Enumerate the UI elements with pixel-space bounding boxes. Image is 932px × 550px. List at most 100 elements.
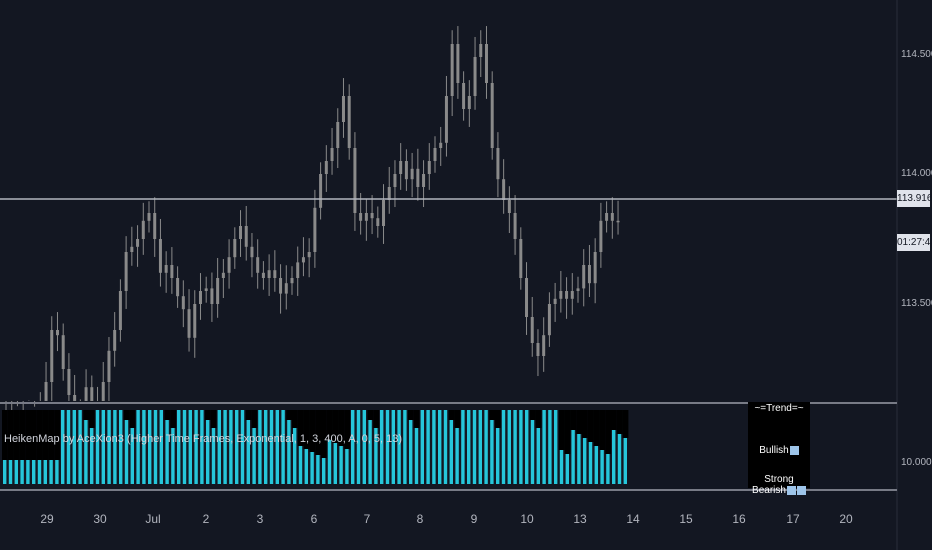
candle-body (570, 291, 574, 299)
indicator-title[interactable]: HeikenMap by AceXion3 (Higher Time Frame… (4, 433, 403, 445)
candle-body (553, 298, 557, 304)
candle-body (387, 187, 391, 200)
indicator-bar (339, 410, 343, 484)
candle-body (101, 382, 105, 401)
indicator-bar (380, 410, 384, 484)
candle-body (610, 213, 614, 221)
candle-body (170, 265, 174, 278)
indicator-bar (478, 410, 482, 484)
legend-bullish: Bullish (748, 445, 810, 456)
candle-body (67, 369, 71, 395)
indicator-bar (617, 410, 622, 484)
indicator-bar (612, 410, 616, 484)
indicator-bar (455, 410, 459, 484)
candle-body (496, 148, 500, 180)
candle-body (513, 213, 517, 239)
indicator-bar (484, 410, 488, 484)
candle-body (50, 330, 54, 382)
indicator-bar (583, 410, 587, 484)
indicator-bar (211, 410, 216, 484)
indicator-bear-block (570, 410, 577, 430)
candle-body (593, 252, 597, 284)
indicator-bar (548, 410, 552, 484)
indicator-bar (577, 410, 581, 484)
date-label-3: 3 (256, 512, 264, 526)
indicator-bar (159, 410, 163, 484)
indicator-bear-block (83, 410, 89, 420)
candle-body (319, 174, 323, 208)
date-label-8: 8 (416, 512, 424, 526)
candle-body (364, 213, 368, 221)
date-label-20: 20 (839, 512, 853, 526)
indicator-bar (171, 410, 175, 484)
candle-body (547, 304, 551, 336)
candle-body (193, 304, 197, 338)
indicator-bar (513, 410, 517, 484)
current-price-tag: 113.916 (897, 190, 932, 207)
indicator-bar (275, 410, 279, 484)
candle-body (410, 168, 414, 180)
indicator-bar (623, 410, 627, 484)
indicator-bar (78, 410, 82, 484)
indicator-bar (374, 410, 378, 484)
candle-body (525, 278, 529, 317)
indicator-bar (235, 410, 239, 484)
candle-body (467, 96, 471, 109)
bearish-emoji-icon (786, 485, 796, 495)
candle-body (61, 335, 65, 369)
indicator-bar (490, 410, 494, 484)
indicator-bar (90, 410, 94, 484)
candle-body (158, 239, 162, 273)
indicator-bar (536, 410, 540, 484)
indicator-bar (507, 410, 511, 484)
date-label-29: 29 (40, 512, 54, 526)
indicator-bear-block (164, 410, 171, 420)
candle-body (359, 213, 363, 221)
candle-body (399, 161, 403, 174)
candle-body (216, 278, 220, 304)
indicator-bar (519, 410, 523, 484)
indicator-bar (107, 410, 111, 484)
candle-body (370, 213, 374, 219)
indicator-bear-block (309, 410, 316, 452)
indicator-bear-block (292, 410, 298, 428)
date-label-6: 6 (310, 512, 318, 526)
indicator-bar (130, 410, 134, 484)
candle-body (422, 174, 426, 187)
candle-body (198, 291, 202, 304)
indicator-bar (269, 410, 274, 484)
indicator-bear-block (210, 410, 217, 428)
indicator-bar (200, 410, 204, 484)
indicator-bear-block (413, 410, 420, 428)
candle-body (330, 148, 334, 161)
candle-body (124, 252, 128, 291)
candle-body (456, 44, 460, 83)
candle-body (107, 350, 111, 382)
indicator-bar (148, 410, 152, 484)
indicator-bar (119, 410, 123, 484)
indicator-bear-block (129, 410, 136, 428)
indicator-bear-block (576, 410, 582, 434)
indicator-bear-block (31, 410, 37, 460)
indicator-bar (472, 410, 477, 484)
indicator-bar (113, 410, 117, 484)
price-label-114000: 114.000 (901, 168, 932, 179)
candle-body (90, 387, 94, 401)
indicator-bar (281, 410, 285, 484)
candle-body (439, 142, 443, 148)
candle-body (582, 265, 586, 289)
candle-body (84, 387, 88, 401)
indicator-bar (61, 410, 65, 484)
candle-body (576, 288, 580, 291)
trend-legend: ~=Trend=~ Bullish Strong Bearish (748, 402, 810, 496)
candle-body (256, 257, 260, 273)
indicator-bear-block (448, 410, 455, 420)
indicator-bar (525, 410, 529, 484)
indicator-bar (397, 410, 401, 484)
indicator-bear-block (321, 410, 327, 458)
indicator-bar (420, 410, 424, 484)
candle-body (336, 122, 340, 148)
indicator-bar (95, 410, 100, 484)
candle-body (404, 161, 408, 180)
